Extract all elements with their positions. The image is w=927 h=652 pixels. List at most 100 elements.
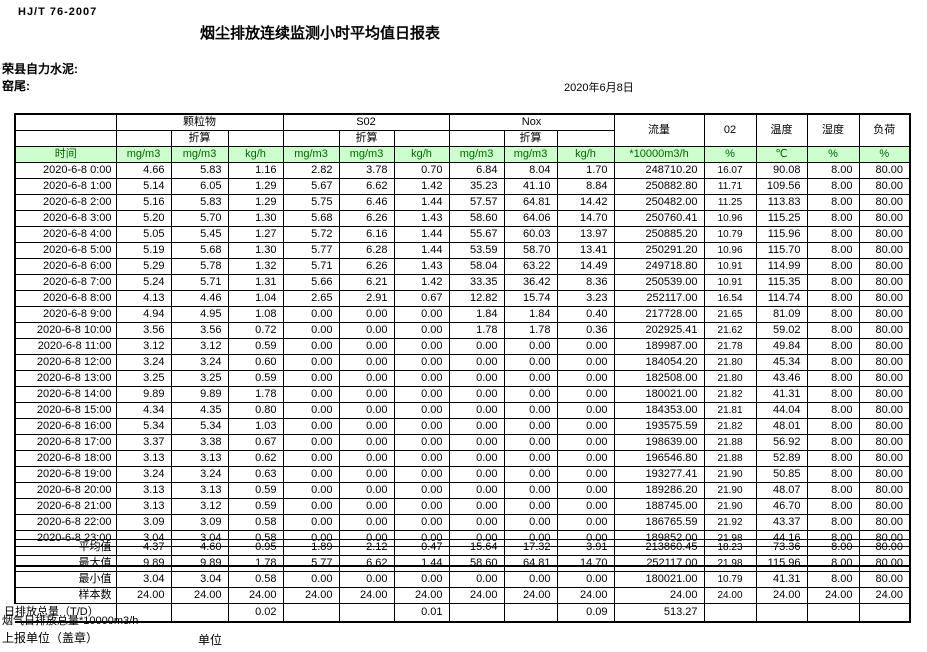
time-cell: 2020-6-8 4:00 <box>14 226 117 243</box>
value-cell: 0.00 <box>556 466 615 483</box>
value-cell: 6.46 <box>338 194 395 211</box>
value-cell: 0.00 <box>393 514 450 531</box>
value-cell: 9.89 <box>115 555 172 572</box>
value-cell: 0.00 <box>503 450 558 467</box>
value-cell: 8.00 <box>806 482 860 499</box>
value-cell: 1.44 <box>393 194 450 211</box>
value-cell: 1.78 <box>448 322 505 339</box>
value-cell: 8.00 <box>806 306 860 323</box>
value-cell: 0.60 <box>227 354 284 371</box>
unit-header: % <box>806 146 860 163</box>
value-cell: 24.00 <box>806 587 860 604</box>
value-cell: 0.00 <box>448 402 505 419</box>
value-cell: 80.00 <box>858 226 911 243</box>
summary-table: 平均值 4.37 4.60 0.95 1.89 2.12 0.47 15.64 17.32 3.9… <box>4 539 911 623</box>
value-cell: 1.08 <box>227 306 284 323</box>
value-cell: 114.99 <box>755 258 808 275</box>
table-row: 2020-6-8 6:00 5.29 5.78 1.32 5.71 6.26 1.43 58.… <box>14 258 911 275</box>
value-cell: 1.03 <box>227 418 284 435</box>
value-cell: 10.91 <box>703 274 757 291</box>
value-cell: 5.83 <box>170 162 229 179</box>
value-cell: 5.34 <box>170 418 229 435</box>
value-cell: 0.00 <box>556 498 615 515</box>
value-cell: 14.70 <box>556 555 615 572</box>
table-row: 2020-6-8 8:00 4.13 4.46 1.04 2.65 2.91 0.67 12.… <box>14 290 911 307</box>
value-cell: 0.00 <box>338 466 395 483</box>
value-cell: 4.34 <box>115 402 172 419</box>
value-cell: 3.56 <box>115 322 172 339</box>
value-cell: 33.35 <box>448 274 505 291</box>
value-cell: 5.68 <box>170 242 229 259</box>
value-cell: 250882.80 <box>613 178 705 195</box>
value-cell: 180021.00 <box>613 571 705 588</box>
value-cell: 80.00 <box>858 338 911 355</box>
value-cell: 0.00 <box>556 370 615 387</box>
value-cell: 0.00 <box>503 571 558 588</box>
daily-total-label: 日排放总量（T/D） <box>4 606 99 618</box>
value-cell: 252117.00 <box>613 290 705 307</box>
unit-header: mg/m3 <box>503 146 558 163</box>
value-cell: 0.00 <box>393 450 450 467</box>
value-cell: 10.96 <box>703 242 757 259</box>
value-cell: 0.95 <box>227 539 284 556</box>
empty-cell <box>393 130 450 147</box>
value-cell: 1.84 <box>448 306 505 323</box>
group-temperature: 温度 <box>755 113 808 147</box>
value-cell: 4.37 <box>115 539 172 556</box>
summary-row: 日排放总量（T/D） 0.02 0.01 0.09 513.27 <box>4 603 911 623</box>
value-cell: 0.00 <box>282 370 340 387</box>
value-cell: 0.00 <box>338 450 395 467</box>
empty-cell <box>556 130 615 147</box>
converted-label-so2: 折算 <box>338 130 395 147</box>
table-row: 2020-6-8 21:00 3.13 3.12 0.59 0.00 0.00 0.00 0.… <box>14 498 911 515</box>
value-cell: 24.00 <box>170 587 229 604</box>
time-cell: 2020-6-8 1:00 <box>14 178 117 195</box>
company-name: 荣县自力水泥: <box>2 62 78 76</box>
table-row: 2020-6-8 2:00 5.16 5.83 1.29 5.75 6.46 1.44 57.… <box>14 194 911 211</box>
value-cell: 0.00 <box>393 482 450 499</box>
value-cell: 1.70 <box>556 162 615 179</box>
value-cell: 24.00 <box>613 587 705 604</box>
value-cell: 9.89 <box>170 555 229 572</box>
value-cell: 3.25 <box>115 370 172 387</box>
value-cell: 217728.00 <box>613 306 705 323</box>
value-cell: 0.62 <box>227 450 284 467</box>
value-cell: 0.00 <box>282 434 340 451</box>
table-row: 2020-6-8 3:00 5.20 5.70 1.30 5.68 6.26 1.43 58.… <box>14 210 911 227</box>
value-cell: 0.00 <box>338 402 395 419</box>
time-cell: 2020-6-8 13:00 <box>14 370 117 387</box>
group-so2: S02 <box>282 113 450 131</box>
value-cell: 5.67 <box>282 178 340 195</box>
value-cell: 0.00 <box>282 571 340 588</box>
value-cell: 3.12 <box>170 338 229 355</box>
value-cell: 0.00 <box>282 402 340 419</box>
value-cell: 21.88 <box>703 434 757 451</box>
value-cell: 58.60 <box>448 210 505 227</box>
value-cell: 8.00 <box>806 386 860 403</box>
table-row: 2020-6-8 7:00 5.24 5.71 1.31 5.66 6.21 1.42 33.… <box>14 274 911 291</box>
value-cell: 5.14 <box>115 178 172 195</box>
value-cell: 9.89 <box>115 386 172 403</box>
value-cell: 5.77 <box>282 242 340 259</box>
value-cell: 182508.00 <box>613 370 705 387</box>
value-cell: 80.00 <box>858 162 911 179</box>
value-cell: 5.78 <box>170 258 229 275</box>
value-cell: 0.00 <box>556 450 615 467</box>
value-cell: 24.00 <box>556 587 615 604</box>
value-cell: 3.91 <box>556 539 615 556</box>
table-row: 2020-6-8 14:00 9.89 9.89 1.78 0.00 0.00 0.00 0.… <box>14 386 911 403</box>
value-cell: 0.00 <box>503 402 558 419</box>
value-cell: 5.66 <box>282 274 340 291</box>
table-row: 2020-6-8 15:00 4.34 4.35 0.80 0.00 0.00 0.00 0.… <box>14 402 911 419</box>
value-cell: 250885.20 <box>613 226 705 243</box>
value-cell: 49.84 <box>755 338 808 355</box>
value-cell: 2.12 <box>338 539 395 556</box>
value-cell: 21.92 <box>703 514 757 531</box>
value-cell: 3.13 <box>115 498 172 515</box>
value-cell: 5.16 <box>115 194 172 211</box>
value-cell: 3.24 <box>170 466 229 483</box>
value-cell: 6.26 <box>338 210 395 227</box>
value-cell: 80.00 <box>858 322 911 339</box>
value-cell: 0.00 <box>393 571 450 588</box>
value-cell: 0.80 <box>227 402 284 419</box>
